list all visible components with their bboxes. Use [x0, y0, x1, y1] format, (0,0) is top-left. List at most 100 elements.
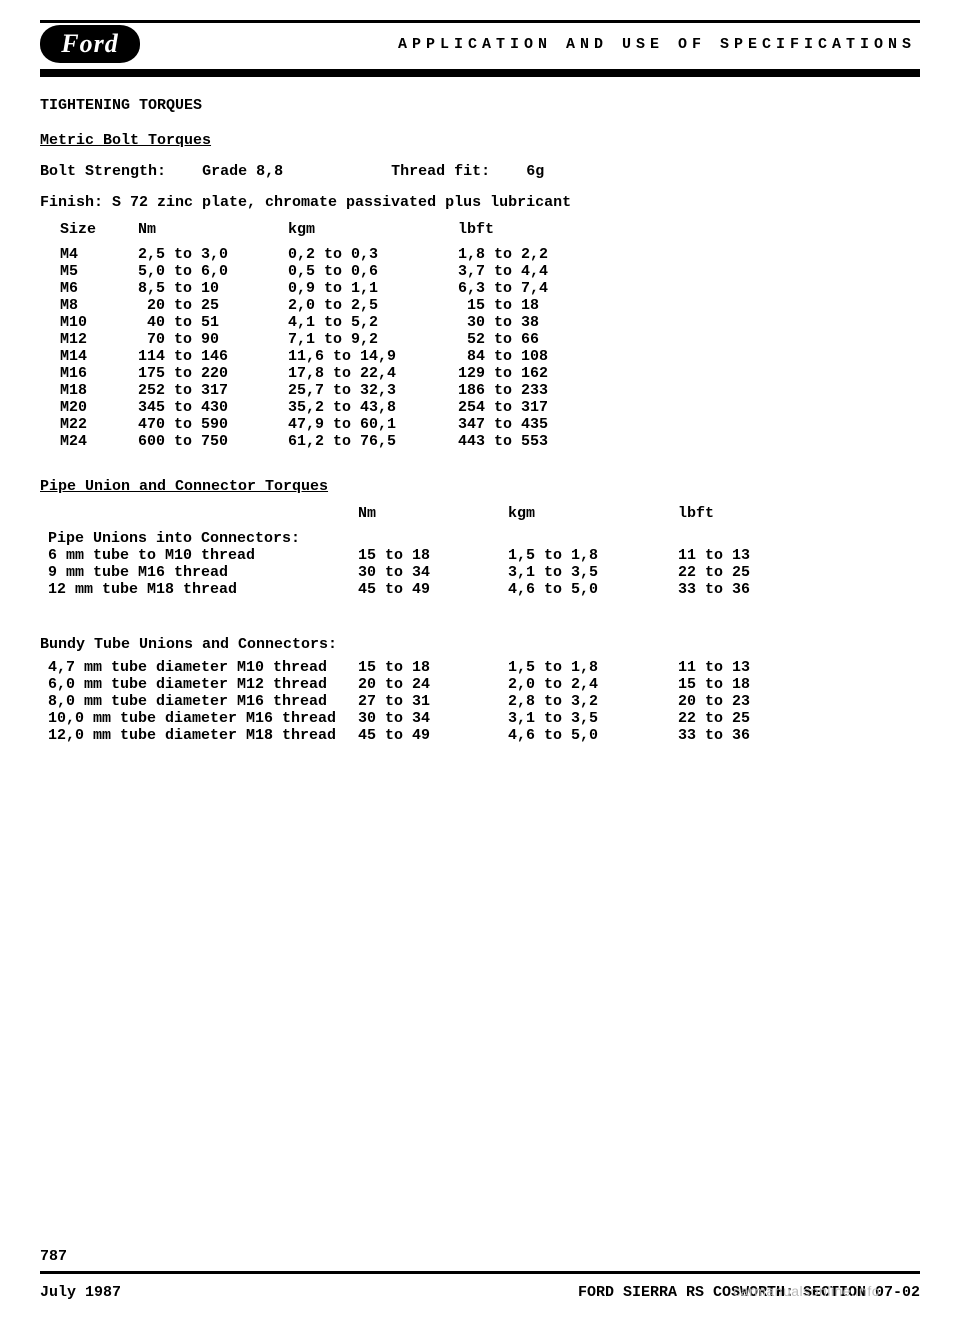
cell-kgm: 2,0 to 2,5: [280, 297, 450, 314]
cell-desc: 10,0 mm tube diameter M16 thread: [40, 710, 350, 727]
cell-nm: 30 to 34: [350, 710, 500, 727]
cell-lbft: 15 to 18: [670, 676, 800, 693]
cell-nm: 5,0 to 6,0: [130, 263, 280, 280]
pipe-heading: Pipe Union and Connector Torques: [40, 478, 920, 495]
cell-nm: 45 to 49: [350, 581, 500, 598]
table-row: M55,0 to 6,00,5 to 0,63,7 to 4,4: [40, 263, 600, 280]
table-row: M24600 to 75061,2 to 76,5443 to 553: [40, 433, 600, 450]
header-divider: [40, 69, 920, 77]
cell-lbft: 11 to 13: [670, 547, 800, 564]
cell-nm: 114 to 146: [130, 348, 280, 365]
table-row: M68,5 to 100,9 to 1,16,3 to 7,4: [40, 280, 600, 297]
cell-size: M14: [40, 348, 130, 365]
table-row: 9 mm tube M16 thread30 to 343,1 to 3,522…: [40, 564, 800, 581]
cell-lbft: 186 to 233: [450, 382, 600, 399]
cell-kgm: 1,5 to 1,8: [500, 547, 670, 564]
cell-lbft: 30 to 38: [450, 314, 600, 331]
table-row: M10 40 to 514,1 to 5,2 30 to 38: [40, 314, 600, 331]
cell-nm: 30 to 34: [350, 564, 500, 581]
cell-desc: 12,0 mm tube diameter M18 thread: [40, 727, 350, 744]
cell-desc: 12 mm tube M18 thread: [40, 581, 350, 598]
metric-torque-table: Size Nm kgm lbft M42,5 to 3,00,2 to 0,31…: [40, 221, 600, 450]
page-header: Ford APPLICATION AND USE OF SPECIFICATIO…: [40, 20, 920, 63]
table-row: 4,7 mm tube diameter M10 thread15 to 181…: [40, 659, 800, 676]
cell-kgm: 17,8 to 22,4: [280, 365, 450, 382]
cell-lbft: 6,3 to 7,4: [450, 280, 600, 297]
cell-lbft: 22 to 25: [670, 564, 800, 581]
section-title: TIGHTENING TORQUES: [40, 97, 920, 114]
table-row: 10,0 mm tube diameter M16 thread30 to 34…: [40, 710, 800, 727]
cell-kgm: 2,8 to 3,2: [500, 693, 670, 710]
cell-lbft: 33 to 36: [670, 727, 800, 744]
cell-lbft: 129 to 162: [450, 365, 600, 382]
table-row: M14114 to 14611,6 to 14,9 84 to 108: [40, 348, 600, 365]
cell-kgm: 3,1 to 3,5: [500, 710, 670, 727]
bolt-strength-line: Bolt Strength: Grade 8,8 Thread fit: 6g: [40, 163, 920, 180]
cell-kgm: 7,1 to 9,2: [280, 331, 450, 348]
cell-nm: 175 to 220: [130, 365, 280, 382]
cell-size: M6: [40, 280, 130, 297]
cell-nm: 345 to 430: [130, 399, 280, 416]
table-row: 12,0 mm tube diameter M18 thread45 to 49…: [40, 727, 800, 744]
pipe-torque-table: Nm kgm lbft Pipe Unions into Connectors:…: [40, 505, 800, 598]
table-row: M8 20 to 252,0 to 2,5 15 to 18: [40, 297, 600, 314]
cell-kgm: 61,2 to 76,5: [280, 433, 450, 450]
thread-fit-label: Thread fit:: [391, 163, 490, 180]
cell-kgm: 0,2 to 0,3: [280, 246, 450, 263]
cell-nm: 20 to 24: [350, 676, 500, 693]
col-kgm: kgm: [280, 221, 450, 246]
cell-size: M22: [40, 416, 130, 433]
cell-size: M8: [40, 297, 130, 314]
cell-size: M16: [40, 365, 130, 382]
cell-nm: 8,5 to 10: [130, 280, 280, 297]
logo-text: Ford: [61, 29, 118, 59]
cell-size: M4: [40, 246, 130, 263]
col-desc: [40, 505, 350, 530]
cell-kgm: 1,5 to 1,8: [500, 659, 670, 676]
cell-kgm: 2,0 to 2,4: [500, 676, 670, 693]
col-size: Size: [40, 221, 130, 246]
cell-nm: 20 to 25: [130, 297, 280, 314]
cell-lbft: 3,7 to 4,4: [450, 263, 600, 280]
page-number: 787: [40, 1248, 920, 1265]
cell-nm: 15 to 18: [350, 659, 500, 676]
pipe-subhead: Pipe Unions into Connectors:: [40, 530, 800, 547]
table-row: 12 mm tube M18 thread45 to 494,6 to 5,03…: [40, 581, 800, 598]
col-nm: Nm: [130, 221, 280, 246]
table-row: M12 70 to 907,1 to 9,2 52 to 66: [40, 331, 600, 348]
finish-line: Finish: S 72 zinc plate, chromate passiv…: [40, 194, 920, 211]
col-kgm: kgm: [500, 505, 670, 530]
cell-size: M20: [40, 399, 130, 416]
cell-nm: 2,5 to 3,0: [130, 246, 280, 263]
cell-kgm: 47,9 to 60,1: [280, 416, 450, 433]
cell-size: M5: [40, 263, 130, 280]
cell-lbft: 33 to 36: [670, 581, 800, 598]
cell-size: M18: [40, 382, 130, 399]
cell-nm: 470 to 590: [130, 416, 280, 433]
col-nm: Nm: [350, 505, 500, 530]
cell-nm: 45 to 49: [350, 727, 500, 744]
footer-divider: [40, 1271, 920, 1274]
cell-size: M10: [40, 314, 130, 331]
cell-nm: 15 to 18: [350, 547, 500, 564]
footer-date: July 1987: [40, 1284, 121, 1301]
cell-lbft: 443 to 553: [450, 433, 600, 450]
header-title: APPLICATION AND USE OF SPECIFICATIONS: [398, 36, 920, 53]
cell-lbft: 347 to 435: [450, 416, 600, 433]
cell-nm: 600 to 750: [130, 433, 280, 450]
table-row: M20345 to 43035,2 to 43,8254 to 317: [40, 399, 600, 416]
cell-kgm: 0,5 to 0,6: [280, 263, 450, 280]
cell-lbft: 254 to 317: [450, 399, 600, 416]
thread-fit-value: 6g: [526, 163, 544, 180]
bundy-torque-table: 4,7 mm tube diameter M10 thread15 to 181…: [40, 659, 800, 744]
cell-kgm: 25,7 to 32,3: [280, 382, 450, 399]
table-row: M22470 to 59047,9 to 60,1347 to 435: [40, 416, 600, 433]
col-lbft: lbft: [450, 221, 600, 246]
bolt-strength-value: Grade 8,8: [202, 163, 283, 180]
table-header-row: Size Nm kgm lbft: [40, 221, 600, 246]
watermark: carmanualsonline.info: [733, 1283, 880, 1299]
metric-heading: Metric Bolt Torques: [40, 132, 920, 149]
bundy-subhead: Bundy Tube Unions and Connectors:: [40, 636, 920, 653]
cell-lbft: 1,8 to 2,2: [450, 246, 600, 263]
cell-kgm: 35,2 to 43,8: [280, 399, 450, 416]
